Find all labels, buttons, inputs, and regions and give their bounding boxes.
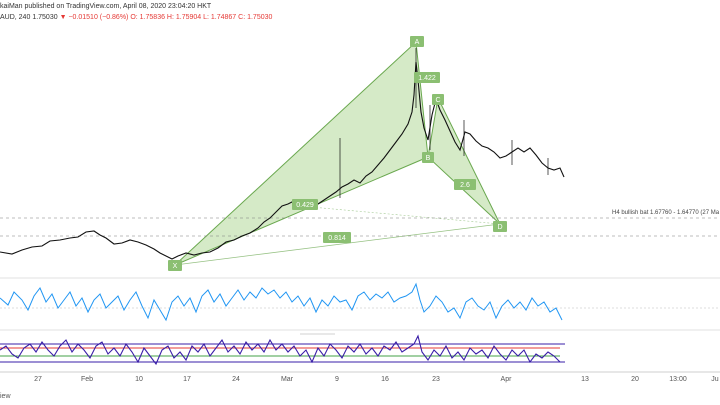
svg-text:D: D xyxy=(497,224,502,231)
osc-line xyxy=(0,334,561,366)
point-marker-a[interactable]: A xyxy=(410,36,424,47)
symbol-label: AUD, 240 xyxy=(0,14,31,21)
svg-text:2.6: 2.6 xyxy=(460,182,470,189)
x-tick-label: 23 xyxy=(432,376,440,383)
svg-text:C: C xyxy=(435,97,440,104)
price-change: ▼ −0.01510 (−0.86%) xyxy=(59,14,129,21)
x-tick-label: 13:00 xyxy=(669,376,687,383)
x-tick-label: 20 xyxy=(631,376,639,383)
svg-text:0.814: 0.814 xyxy=(328,235,346,242)
x-tick-label: 9 xyxy=(335,376,339,383)
last-price: 1.75030 xyxy=(32,14,58,21)
bat-annotation[interactable]: H4 bullish bat 1.67760 - 1.64770 (27 Ma xyxy=(612,210,720,216)
x-tick-label: 10 xyxy=(135,376,143,383)
x-tick-label: Feb xyxy=(80,376,94,383)
tradingview-brand[interactable]: iew xyxy=(0,393,11,400)
point-marker-d[interactable]: D xyxy=(493,221,507,232)
svg-text:0.429: 0.429 xyxy=(296,202,314,209)
price-line xyxy=(0,61,565,260)
x-tick-label: 24 xyxy=(232,376,240,383)
svg-text:X: X xyxy=(173,263,178,270)
svg-text:B: B xyxy=(426,155,431,162)
ratio-label-xb[interactable]: 1.422 xyxy=(414,72,440,83)
ohlc-values: O: 1.75836 H: 1.75904 L: 1.74867 C: 1.75… xyxy=(130,14,273,21)
svg-text:A: A xyxy=(415,39,420,46)
symbol-info: AUD, 240 1.75030 ▼ −0.01510 (−0.86%) O: … xyxy=(0,13,272,23)
point-marker-b[interactable]: B xyxy=(422,152,434,163)
svg-text:1.422: 1.422 xyxy=(418,75,436,82)
candle-wicks xyxy=(339,48,549,198)
x-tick-label: 13 xyxy=(581,376,589,383)
publish-info: kaiMan published on TradingView.com, Apr… xyxy=(0,3,212,10)
point-marker-c[interactable]: C xyxy=(432,94,444,105)
x-tick-label: Mar xyxy=(280,376,294,383)
x-tick-label: 17 xyxy=(183,376,191,383)
chart-header: kaiMan published on TradingView.com, Apr… xyxy=(0,0,720,30)
ratio-label-bd[interactable]: 2.6 xyxy=(454,179,476,190)
ratio-label-xd[interactable]: 0.814 xyxy=(323,232,351,243)
rsi-line xyxy=(0,282,563,322)
x-tick-label: Apr xyxy=(500,376,512,383)
bat-pattern[interactable] xyxy=(174,40,501,266)
ratio-label-ac[interactable]: 0.429 xyxy=(292,199,318,210)
x-tick-label: Ju xyxy=(711,376,719,383)
x-tick-label: 27 xyxy=(34,376,42,383)
point-marker-x[interactable]: X xyxy=(168,260,182,271)
x-tick-label: 16 xyxy=(381,376,389,383)
